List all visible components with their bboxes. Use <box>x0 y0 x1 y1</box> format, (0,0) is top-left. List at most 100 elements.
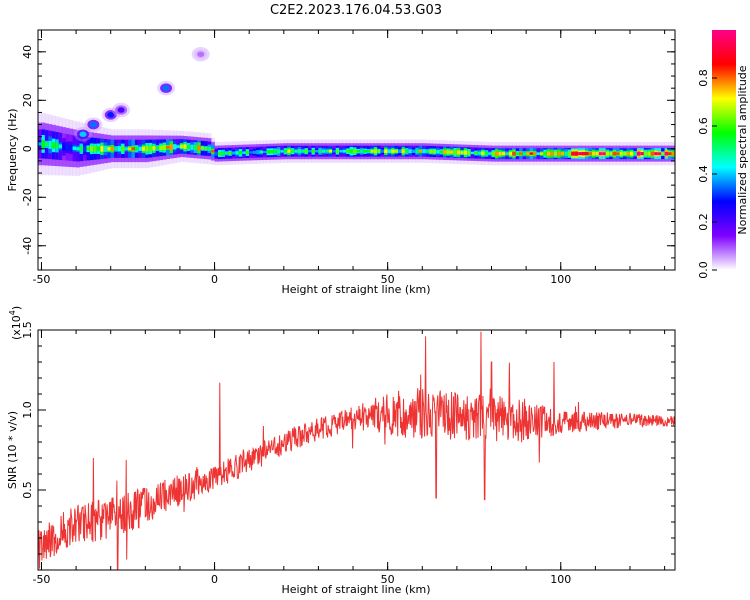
spectrogram-cell <box>363 149 368 153</box>
spectrogram-marks <box>38 47 675 176</box>
spectrogram-ytick-label: 20 <box>21 93 34 107</box>
spectrogram-cell <box>609 152 614 156</box>
spectrogram-cell <box>384 149 389 154</box>
spectrogram-cell <box>446 150 451 154</box>
snr-ytick-label: 1.5 <box>21 321 34 339</box>
snr-multiplier: (x104) <box>8 306 23 340</box>
spectrogram-cell <box>159 145 164 150</box>
spectrogram-cell <box>661 152 666 155</box>
spectrogram-cell <box>44 142 49 147</box>
spectrogram-cell <box>186 145 191 149</box>
spectrogram-cell <box>41 139 46 149</box>
spectrogram-cell <box>401 149 406 154</box>
snr-xtick-label: 50 <box>381 573 395 586</box>
spectrogram-cell <box>408 149 413 154</box>
spectrogram-cell <box>148 145 153 152</box>
spectrogram-cell <box>55 142 60 149</box>
spectrogram-ytick-label: 0 <box>21 145 34 152</box>
spectrogram-cell <box>100 145 105 152</box>
spectrogram-cell <box>605 151 610 156</box>
spectrogram-cell <box>155 146 160 150</box>
spectrogram-cell <box>591 151 596 156</box>
spectrogram-cell <box>498 151 503 156</box>
snr-panel: -50 0 50 100 0.5 1.0 1.5 Height of straight li… <box>6 306 676 596</box>
snr-line <box>38 331 675 570</box>
spectrogram-cell <box>124 147 129 151</box>
spectrogram-ylabel: Frequency (Hz) <box>6 109 19 192</box>
spectrogram-cell <box>297 149 302 154</box>
spectrogram-cell <box>58 144 63 149</box>
spectrogram-cell <box>339 149 344 153</box>
spectrogram-cell <box>141 146 146 151</box>
spectrogram-cell <box>436 149 440 154</box>
spectrogram-cell <box>169 144 174 150</box>
spectrogram-cell <box>301 149 305 153</box>
spectrogram-cell <box>179 144 184 148</box>
spectrogram-cell <box>581 151 586 156</box>
spectrogram-cell <box>79 146 84 152</box>
snr-ytick-label: 1.0 <box>21 401 34 419</box>
spectrogram-cell <box>335 149 340 153</box>
spectrogram-cell <box>294 149 299 153</box>
spectrogram-cell <box>623 152 627 156</box>
spectrogram-cell <box>349 149 354 154</box>
spectrogram-cell <box>273 149 278 154</box>
spectrogram-cell <box>470 151 475 155</box>
spectrogram-cell <box>145 146 150 152</box>
spectrogram-cell <box>571 151 575 156</box>
spectrogram-cell <box>308 149 312 153</box>
spectrogram-cell <box>629 151 634 156</box>
spectrogram-cell <box>162 145 167 151</box>
spectrogram-cell <box>342 149 347 153</box>
spectrogram-cell <box>228 151 233 155</box>
spectrogram-cell <box>501 152 506 156</box>
spectrogram-cell <box>328 150 333 153</box>
colorbar-tick-label: 0.0 <box>697 261 710 279</box>
spectrogram-cell <box>668 152 672 156</box>
spectrogram-cell <box>443 150 447 154</box>
spectrogram-cell <box>121 146 125 152</box>
spectrogram-cell <box>519 152 524 155</box>
spectrogram-cell <box>231 151 236 155</box>
snr-multiplier-exponent: 4 <box>8 310 17 315</box>
snr-multiplier-base: (x10 <box>10 315 23 340</box>
spectrogram-cell <box>314 149 319 153</box>
spectrogram-cell <box>391 149 395 153</box>
spectrogram-cell <box>456 150 461 155</box>
spectrogram-cell <box>533 152 537 156</box>
snr-ytick-label: 0.5 <box>21 481 34 499</box>
spectrogram-ytick-label: 40 <box>21 45 34 59</box>
spectrogram-cell <box>602 152 607 156</box>
spectrogram-cell <box>325 149 330 153</box>
spectrogram-cell <box>190 144 195 150</box>
spectrogram-cell <box>235 151 240 155</box>
spectrogram-cell <box>332 149 337 153</box>
spectrogram-cell <box>415 149 420 153</box>
spectrogram-blob <box>162 85 170 91</box>
spectrogram-xlabel: Height of straight line (km) <box>281 283 430 296</box>
spectrogram-xtick-label: 100 <box>550 273 571 286</box>
snr-xtick-label: -50 <box>32 573 50 586</box>
colorbar-tick-label: 0.4 <box>697 165 710 183</box>
spectrogram-cell <box>588 152 593 155</box>
spectrogram-cell <box>356 150 361 153</box>
spectrogram-cell <box>238 150 243 155</box>
spectrogram-cell <box>366 150 371 153</box>
spectrogram-cell <box>249 151 254 154</box>
spectrogram-cell <box>650 151 655 156</box>
spectrogram-cell <box>76 147 80 151</box>
spectrogram-cell <box>259 150 264 154</box>
spectrogram-cell <box>640 152 645 156</box>
colorbar-tick-label: 0.6 <box>697 117 710 135</box>
spectrogram-cell <box>398 149 402 154</box>
spectrogram-cell <box>93 146 98 152</box>
spectrogram-xtick-label: -50 <box>32 273 50 286</box>
spectrogram-cell <box>176 145 181 148</box>
snr-xtick-label: 0 <box>211 573 218 586</box>
spectrogram-cell <box>550 151 555 156</box>
spectrogram-cell <box>671 151 675 156</box>
spectrogram-cell <box>481 151 485 156</box>
spectrogram-cell <box>439 150 444 154</box>
spectrogram-cell <box>404 149 409 153</box>
